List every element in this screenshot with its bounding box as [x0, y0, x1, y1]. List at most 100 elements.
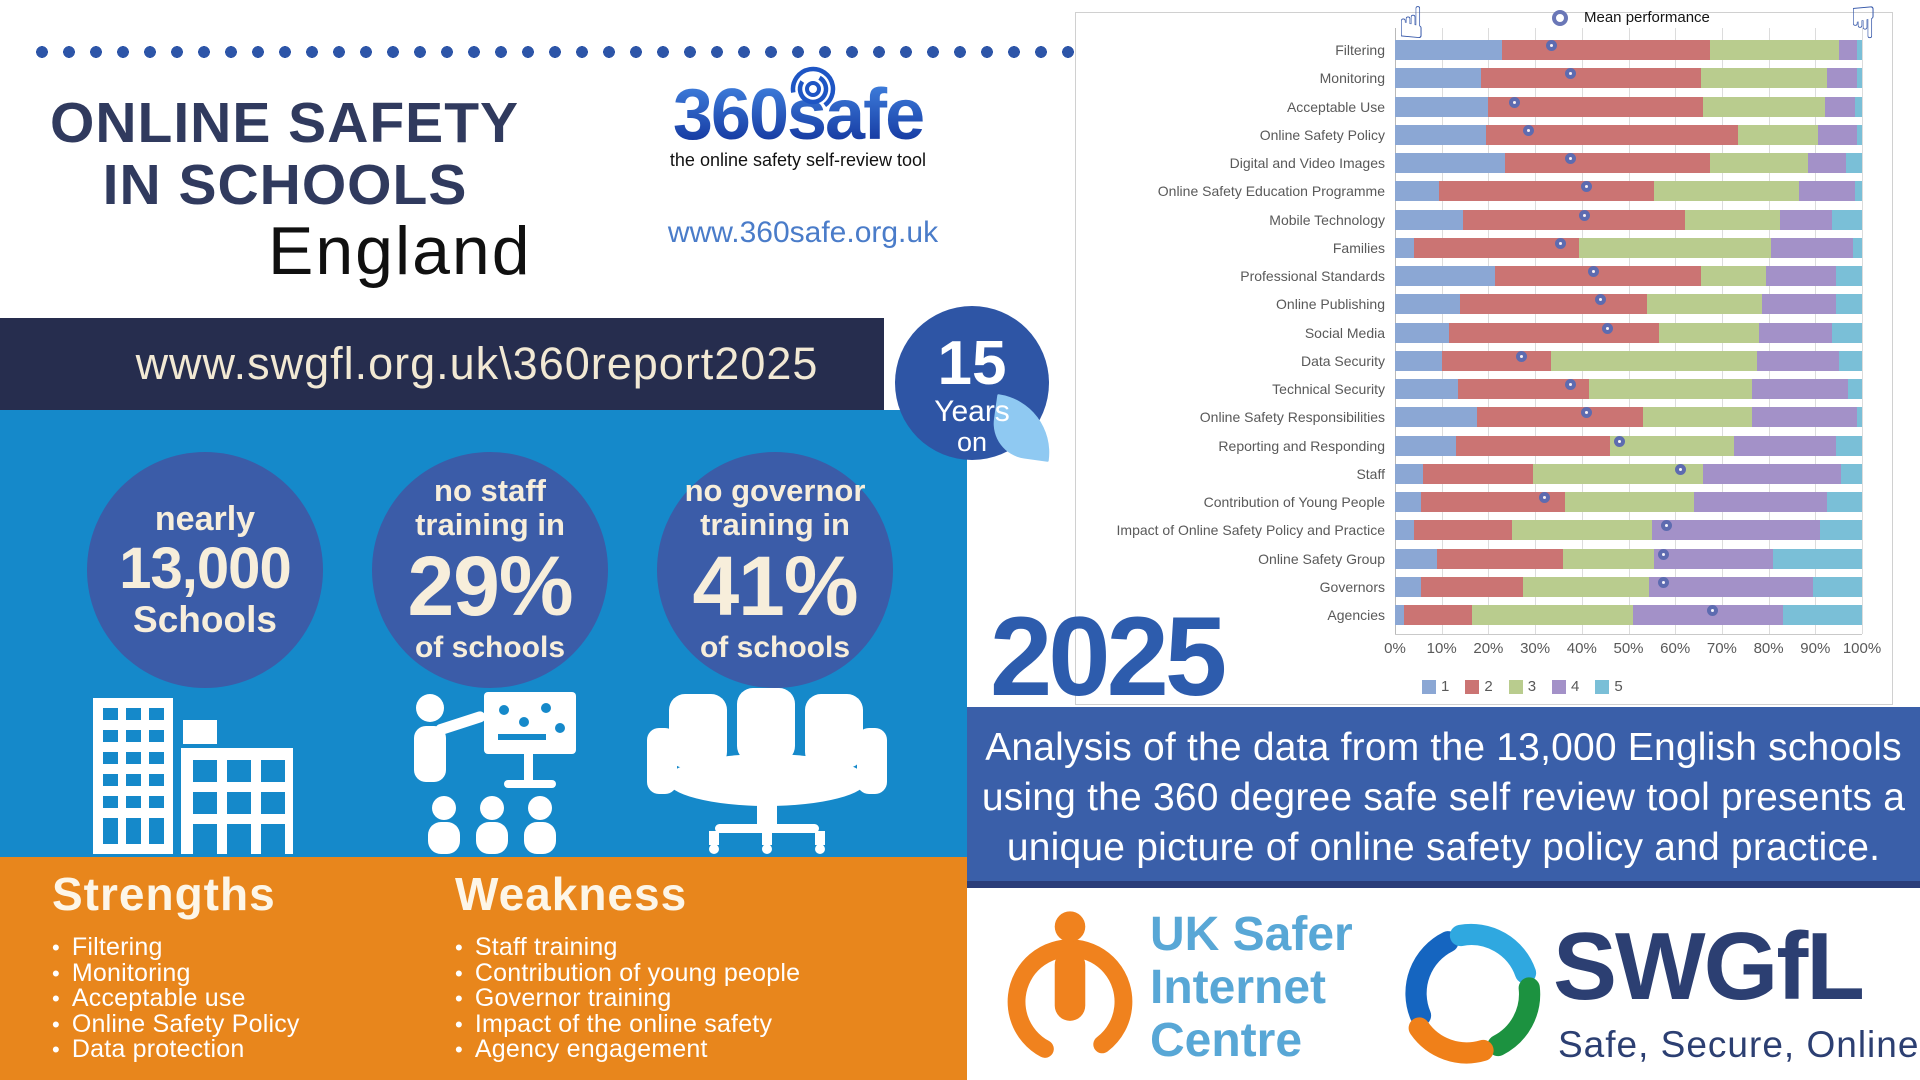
bar-segment-level-1	[1395, 350, 1442, 371]
bar-segment-level-3	[1532, 463, 1704, 484]
list-item: Agency engagement	[455, 1036, 800, 1063]
x-axis-tick: 70%	[1706, 640, 1737, 657]
logo-360-text: 360	[672, 75, 789, 155]
bar-segment-level-5	[1836, 294, 1862, 315]
mean-performance-ring	[1595, 294, 1607, 306]
stacked-bar-row	[1395, 322, 1862, 343]
list-item: Staff training	[455, 934, 800, 961]
bar-segment-level-2	[1495, 266, 1701, 286]
bar-segment-level-5	[1854, 96, 1862, 117]
fifteen-years-badge: 15 Years on	[895, 306, 1057, 462]
bar-segment-level-2	[1455, 435, 1610, 456]
stacked-bar-row	[1395, 96, 1862, 117]
category-label: Mobile Technology	[1269, 211, 1385, 228]
mean-performance-ring	[1564, 68, 1576, 80]
bar-segment-level-1	[1395, 294, 1461, 315]
bar-segment-level-5	[1857, 40, 1862, 60]
bar-segment-level-2	[1413, 237, 1580, 258]
stacked-bar-row	[1395, 153, 1862, 173]
bar-segment-level-3	[1700, 266, 1767, 286]
mean-performance-ring	[1588, 266, 1600, 277]
mean-performance-ring	[1674, 463, 1686, 475]
badge-years: Years	[934, 395, 1010, 428]
360safe-url: www.360safe.org.uk	[667, 216, 939, 249]
bar-segment-level-1	[1395, 124, 1487, 145]
bar-segment-level-2	[1441, 350, 1552, 371]
bar-segment-level-1	[1395, 435, 1456, 456]
bar-segment-level-1	[1395, 605, 1405, 625]
mean-performance-ring	[1602, 322, 1614, 334]
x-axis-line	[1395, 634, 1862, 635]
chart-legend: 1 2 3 4 5	[1422, 678, 1623, 695]
thumbs-up-icon: ☝	[1398, 0, 1425, 49]
legend-label: 5	[1614, 678, 1623, 695]
mean-performance-ring	[1522, 124, 1534, 136]
stacked-bar-row	[1395, 548, 1862, 569]
bar-segment-level-1	[1395, 40, 1503, 60]
bar-segment-level-4	[1817, 124, 1858, 145]
bar-segment-level-2	[1486, 124, 1739, 145]
bar-segment-level-2	[1413, 520, 1512, 541]
bar-segment-level-5	[1773, 548, 1862, 569]
bar-segment-level-2	[1420, 576, 1524, 597]
stacked-bar-row	[1395, 520, 1862, 541]
category-label: Families	[1332, 239, 1385, 256]
stacked-bar-row	[1395, 379, 1862, 399]
bar-segment-level-3	[1703, 96, 1825, 117]
bar-segment-level-5	[1840, 463, 1862, 484]
mean-performance-ring	[1658, 548, 1670, 560]
bar-segment-level-1	[1395, 68, 1482, 89]
stat-bottom-label: of schools	[699, 631, 850, 664]
mean-performance-ring	[1660, 520, 1672, 532]
legend-swatch	[1552, 679, 1567, 694]
x-axis-tick: 60%	[1660, 640, 1691, 657]
category-label: Digital and Video Images	[1229, 155, 1385, 171]
bar-segment-level-1	[1395, 322, 1449, 343]
x-axis-tick: 50%	[1613, 640, 1644, 657]
list-item: Filtering	[52, 934, 300, 961]
spiral-degree-icon	[790, 66, 836, 112]
bar-segment-level-3	[1551, 350, 1757, 371]
x-axis-tick: 80%	[1753, 640, 1784, 657]
bar-segment-level-4	[1733, 435, 1837, 456]
stacked-bar-row	[1395, 294, 1862, 315]
bar-segment-level-1	[1395, 209, 1463, 230]
bar-segment-level-2	[1504, 153, 1711, 173]
analysis-line: unique picture of online safety policy a…	[1006, 826, 1881, 869]
list-item: Data protection	[52, 1036, 300, 1063]
category-label: Online Safety Group	[1258, 550, 1385, 567]
bar-segment-level-4	[1651, 520, 1820, 541]
report-url-text: www.swgfl.org.uk\360report2025	[135, 338, 819, 389]
bar-segment-level-5	[1812, 576, 1862, 597]
mean-performance-ring	[1658, 576, 1670, 588]
category-label: Reporting and Responding	[1218, 437, 1385, 454]
stacked-bar-row	[1395, 209, 1862, 230]
bar-segment-level-2	[1476, 407, 1643, 428]
logo-360safe-wordmark: 360safe	[648, 72, 948, 158]
legend-swatch	[1595, 679, 1610, 694]
stat-top-label: nearly	[154, 500, 256, 538]
bar-segment-level-1	[1395, 520, 1414, 541]
uksic-logo-icon	[1007, 911, 1133, 1065]
bar-segment-level-1	[1395, 576, 1421, 597]
legend-item: 4	[1552, 678, 1579, 695]
bar-segment-level-2	[1423, 463, 1533, 484]
legend-item: 5	[1595, 678, 1623, 695]
bar-segment-level-3	[1642, 407, 1753, 428]
uksic-line: Internet	[1150, 961, 1327, 1014]
legend-item: 3	[1508, 678, 1536, 695]
logo-tagline: the online safety self-review tool	[669, 150, 927, 170]
list-item: Contribution of young people	[455, 960, 800, 987]
bar-segment-level-5	[1826, 492, 1862, 512]
bar-segment-level-5	[1836, 266, 1862, 286]
uksic-line: Centre	[1150, 1014, 1303, 1067]
title-line1: ONLINE SAFETY	[50, 91, 520, 155]
x-axis-tick: 20%	[1473, 640, 1504, 657]
weakness-list: Staff trainingContribution of young peop…	[455, 934, 800, 1063]
mean-performance-ring	[1546, 40, 1558, 51]
logo-safe-text: safe	[787, 75, 925, 155]
category-label: Monitoring	[1319, 70, 1385, 87]
report-url-banner: www.swgfl.org.uk\360report2025	[0, 318, 884, 410]
bar-segment-level-3	[1654, 181, 1799, 202]
